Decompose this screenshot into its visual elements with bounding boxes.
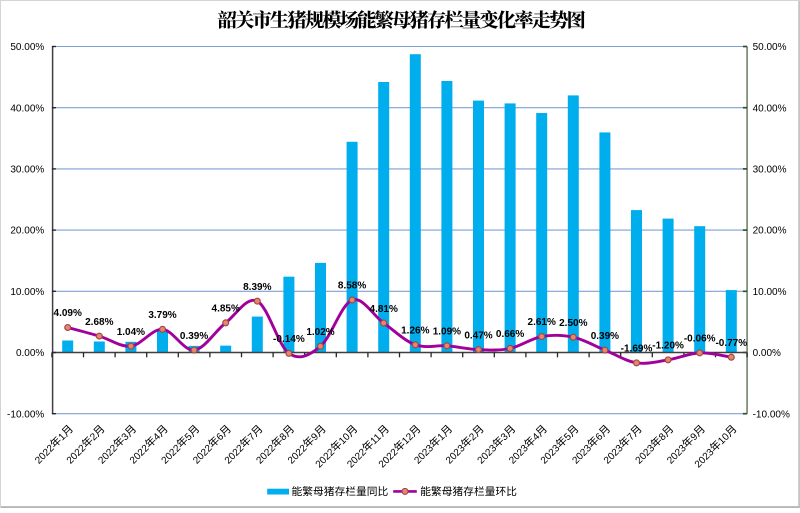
svg-text:4.81%: 4.81% xyxy=(370,304,398,315)
svg-text:2022: 2022 xyxy=(223,443,247,467)
svg-text:8.39%: 8.39% xyxy=(243,282,271,293)
svg-text:8.58%: 8.58% xyxy=(338,281,366,292)
svg-text:1.04%: 1.04% xyxy=(117,327,145,338)
svg-text:-10.00%: -10.00% xyxy=(7,409,44,420)
svg-text:5: 5 xyxy=(562,431,574,443)
svg-text:0.00%: 0.00% xyxy=(753,348,781,359)
svg-text:2022: 2022 xyxy=(345,447,369,471)
svg-text:-0.06%: -0.06% xyxy=(684,334,716,345)
svg-text:5: 5 xyxy=(183,431,195,443)
svg-text:2023: 2023 xyxy=(444,443,468,467)
svg-text:0.47%: 0.47% xyxy=(464,330,492,341)
svg-text:-10.00%: -10.00% xyxy=(753,409,790,420)
svg-text:2022: 2022 xyxy=(377,447,401,471)
svg-text:1: 1 xyxy=(436,431,448,443)
svg-text:3.79%: 3.79% xyxy=(148,310,176,321)
svg-text:2023: 2023 xyxy=(634,443,658,467)
svg-text:2023: 2023 xyxy=(665,443,689,467)
svg-text:4.85%: 4.85% xyxy=(212,304,240,315)
svg-text:2023: 2023 xyxy=(602,443,626,467)
svg-text:2.50%: 2.50% xyxy=(559,318,587,329)
svg-text:6: 6 xyxy=(594,431,606,443)
svg-text:3: 3 xyxy=(499,431,511,443)
svg-text:9: 9 xyxy=(689,431,701,443)
svg-text:1: 1 xyxy=(57,431,69,443)
svg-text:8: 8 xyxy=(278,431,290,443)
svg-text:40.00%: 40.00% xyxy=(10,103,44,114)
svg-text:20.00%: 20.00% xyxy=(753,226,787,237)
svg-text:0.39%: 0.39% xyxy=(591,331,619,342)
svg-text:10.00%: 10.00% xyxy=(753,287,787,298)
svg-text:0.66%: 0.66% xyxy=(496,329,524,340)
svg-text:2023: 2023 xyxy=(693,447,717,471)
svg-text:2.68%: 2.68% xyxy=(85,317,113,328)
svg-text:2022: 2022 xyxy=(314,447,338,471)
svg-text:2022: 2022 xyxy=(191,443,215,467)
svg-text:0.00%: 0.00% xyxy=(16,348,44,359)
svg-text:2022: 2022 xyxy=(128,443,152,467)
svg-text:11: 11 xyxy=(369,432,384,447)
svg-text:-1.20%: -1.20% xyxy=(652,341,684,352)
svg-text:2: 2 xyxy=(88,431,100,443)
svg-text:2022: 2022 xyxy=(65,443,89,467)
svg-text:6: 6 xyxy=(215,431,227,443)
svg-text:7: 7 xyxy=(625,431,637,443)
svg-text:9: 9 xyxy=(309,431,321,443)
svg-text:50.00%: 50.00% xyxy=(10,42,44,53)
svg-text:3: 3 xyxy=(120,431,132,443)
svg-text:2022: 2022 xyxy=(160,443,184,467)
svg-text:2: 2 xyxy=(467,431,479,443)
svg-text:0.39%: 0.39% xyxy=(180,331,208,342)
svg-text:1.26%: 1.26% xyxy=(401,325,429,336)
svg-text:2022: 2022 xyxy=(33,443,57,467)
svg-text:7: 7 xyxy=(246,431,258,443)
svg-text:20.00%: 20.00% xyxy=(10,226,44,237)
svg-text:2023: 2023 xyxy=(570,443,594,467)
svg-text:1.02%: 1.02% xyxy=(306,327,334,338)
svg-text:10.00%: 10.00% xyxy=(10,287,44,298)
svg-text:8: 8 xyxy=(657,431,669,443)
svg-text:2023: 2023 xyxy=(507,443,531,467)
svg-text:4: 4 xyxy=(151,431,163,443)
svg-text:2023: 2023 xyxy=(476,443,500,467)
svg-text:2022: 2022 xyxy=(286,443,310,467)
svg-text:-0.77%: -0.77% xyxy=(715,338,747,349)
svg-text:2022: 2022 xyxy=(96,443,120,467)
svg-text:2.61%: 2.61% xyxy=(528,317,556,328)
svg-text:2022: 2022 xyxy=(254,443,278,467)
svg-text:40.00%: 40.00% xyxy=(753,103,787,114)
svg-text:1.09%: 1.09% xyxy=(433,327,461,338)
svg-text:-0.14%: -0.14% xyxy=(273,334,305,345)
svg-text:30.00%: 30.00% xyxy=(10,165,44,176)
svg-text:2023: 2023 xyxy=(412,443,436,467)
svg-text:2023: 2023 xyxy=(539,443,563,467)
svg-text:4.09%: 4.09% xyxy=(54,308,82,319)
svg-text:50.00%: 50.00% xyxy=(753,42,787,53)
svg-text:-1.69%: -1.69% xyxy=(621,344,653,355)
svg-text:30.00%: 30.00% xyxy=(753,165,787,176)
svg-text:4: 4 xyxy=(531,431,543,443)
